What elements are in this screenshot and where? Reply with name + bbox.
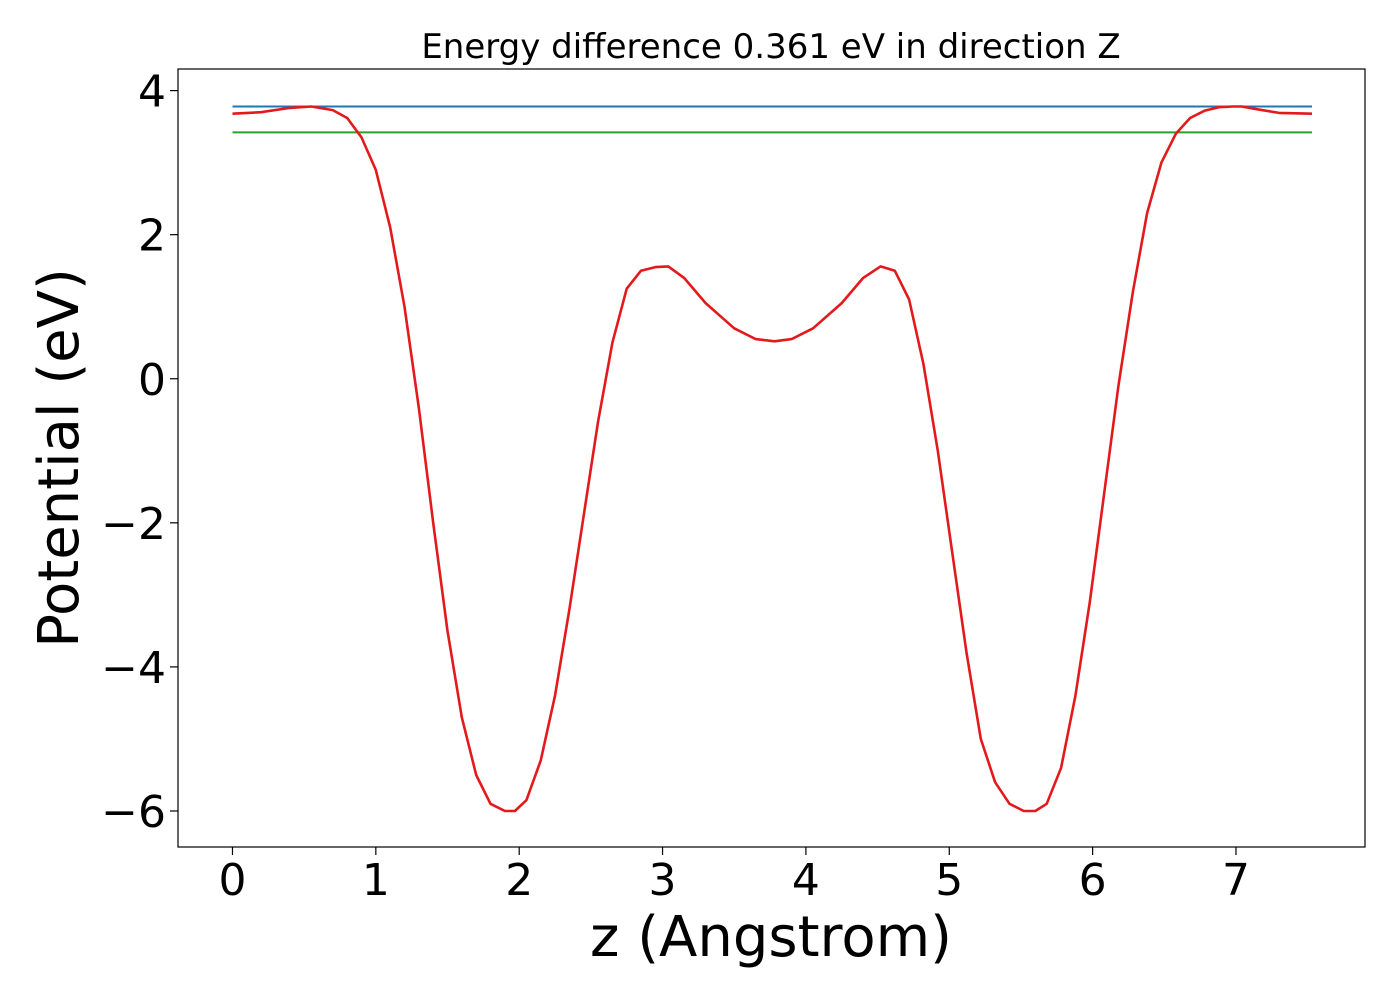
y-tick-label: 4 [138, 67, 166, 118]
x-tick-label: 1 [362, 855, 390, 906]
x-axis-label: z (Angstrom) [590, 905, 952, 970]
plot-frame [177, 68, 1366, 848]
x-tick-label: 6 [1079, 855, 1107, 906]
x-tick-label: 4 [792, 855, 820, 906]
y-tick-label: −4 [101, 643, 166, 694]
x-axis: 0 1 2 3 4 5 6 7 [218, 847, 1250, 906]
x-tick-label: 0 [218, 855, 246, 906]
x-tick-label: 5 [935, 855, 963, 906]
y-tick-label: 0 [138, 355, 166, 406]
chart-title: Energy difference 0.361 eV in direction … [421, 27, 1120, 67]
plot-area [232, 105, 1313, 813]
y-axis: 4 2 0 −2 −4 −6 [101, 67, 178, 838]
y-tick-label: 2 [138, 211, 166, 262]
x-tick-label: 2 [505, 855, 533, 906]
x-tick-label: 3 [649, 855, 677, 906]
y-axis-label: Potential (eV) [27, 268, 92, 648]
y-tick-label: −2 [101, 499, 166, 550]
x-tick-label: 7 [1222, 855, 1250, 906]
y-tick-label: −6 [101, 787, 166, 838]
series-line-3 [232, 105, 1313, 813]
